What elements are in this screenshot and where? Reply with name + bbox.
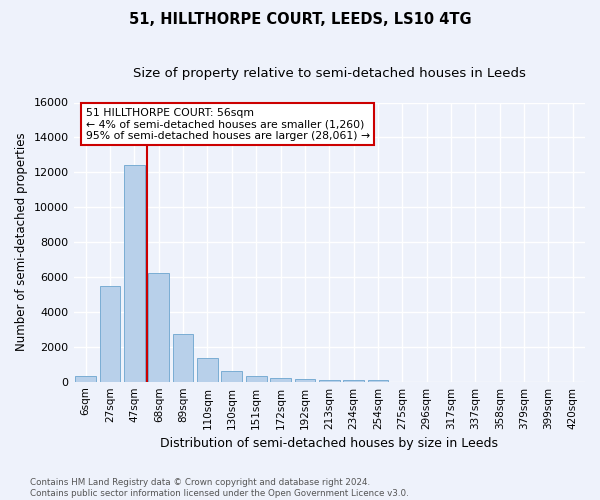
Text: Contains HM Land Registry data © Crown copyright and database right 2024.
Contai: Contains HM Land Registry data © Crown c…: [30, 478, 409, 498]
Bar: [148, 274, 169, 382]
Bar: [173, 334, 193, 382]
Bar: [319, 380, 340, 382]
Text: 51 HILLTHORPE COURT: 56sqm
← 4% of semi-detached houses are smaller (1,260)
95% : 51 HILLTHORPE COURT: 56sqm ← 4% of semi-…: [86, 108, 370, 141]
Bar: [124, 166, 145, 382]
Text: 51, HILLTHORPE COURT, LEEDS, LS10 4TG: 51, HILLTHORPE COURT, LEEDS, LS10 4TG: [128, 12, 472, 28]
X-axis label: Distribution of semi-detached houses by size in Leeds: Distribution of semi-detached houses by …: [160, 437, 498, 450]
Bar: [295, 379, 315, 382]
Bar: [270, 378, 291, 382]
Bar: [197, 358, 218, 382]
Y-axis label: Number of semi-detached properties: Number of semi-detached properties: [15, 133, 28, 352]
Bar: [100, 286, 121, 382]
Bar: [221, 371, 242, 382]
Bar: [76, 376, 96, 382]
Bar: [343, 380, 364, 382]
Bar: [246, 376, 266, 382]
Bar: [368, 380, 388, 382]
Title: Size of property relative to semi-detached houses in Leeds: Size of property relative to semi-detach…: [133, 68, 526, 80]
